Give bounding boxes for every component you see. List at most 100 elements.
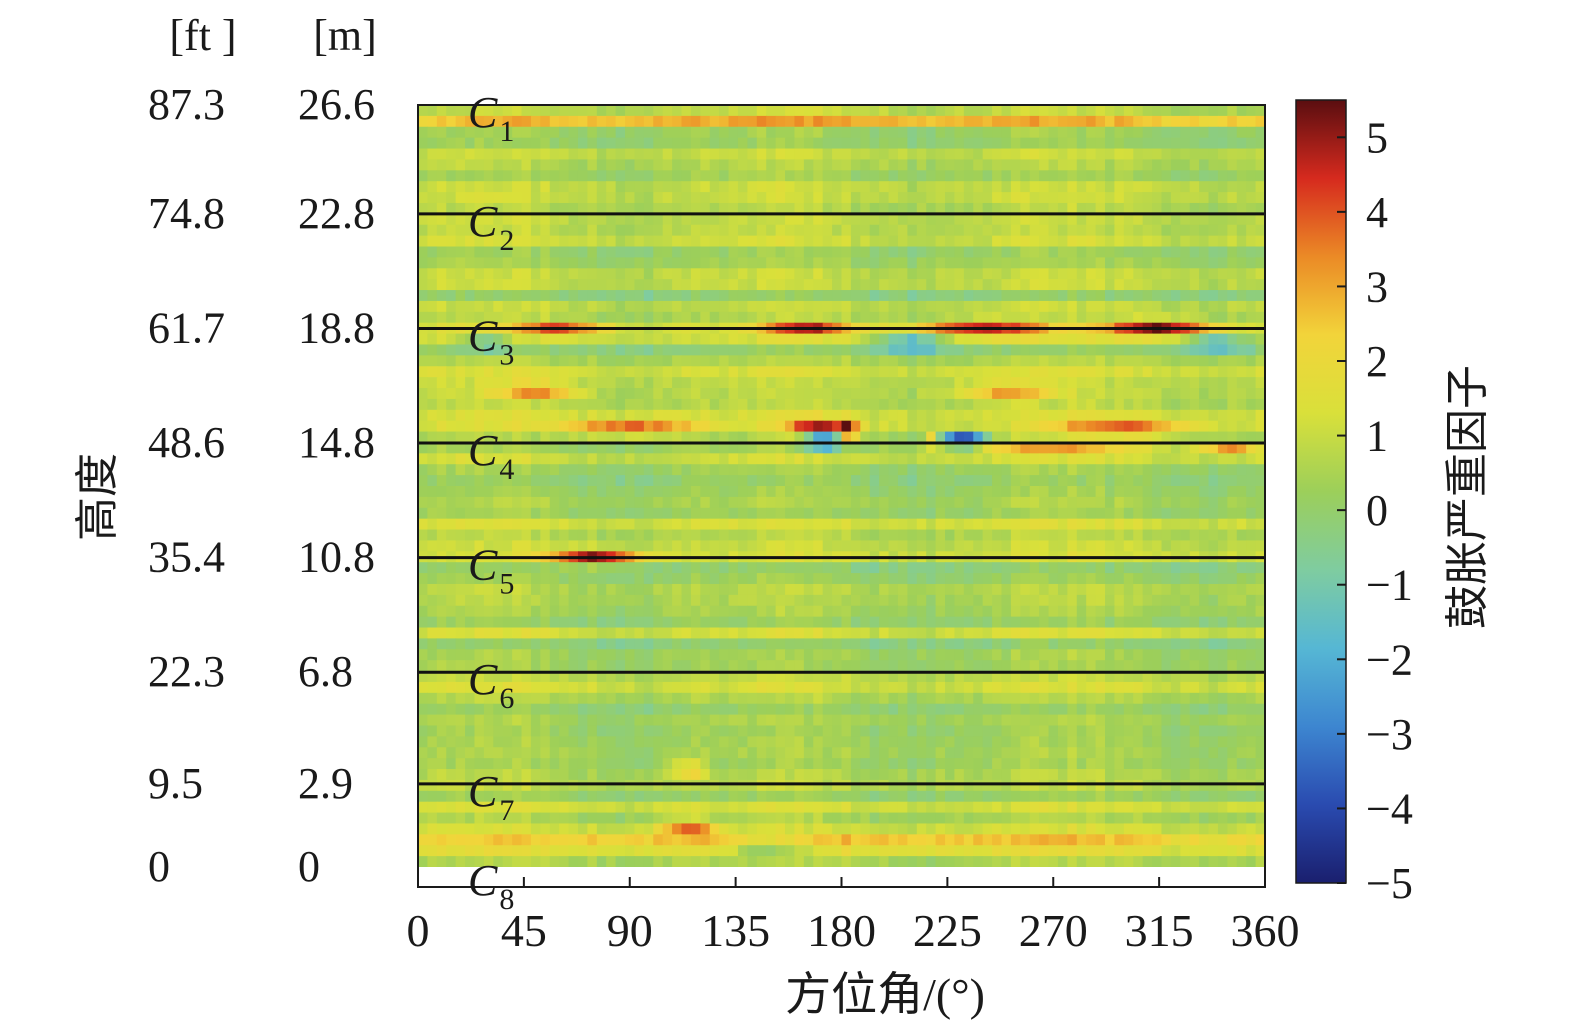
heatmap-cell: [973, 529, 984, 542]
heatmap-cell: [803, 605, 814, 618]
heatmap-cell: [1133, 475, 1144, 487]
heatmap-cell: [832, 616, 843, 629]
heatmap-cell: [690, 703, 701, 716]
heatmap-cell: [1010, 268, 1021, 280]
heatmap-cell: [672, 159, 683, 171]
heatmap-cell: [587, 192, 598, 204]
heatmap-cell: [446, 300, 457, 313]
heatmap-cell: [512, 464, 523, 476]
heatmap-cell: [681, 235, 692, 248]
heatmap-cell: [634, 398, 645, 411]
heatmap-cell: [1189, 257, 1200, 269]
heatmap-cell: [436, 170, 447, 182]
heatmap-cell: [653, 627, 664, 639]
heatmap-cell: [709, 366, 720, 378]
heatmap-cell: [879, 257, 890, 269]
heatmap-cell: [1199, 583, 1210, 596]
heatmap-cell: [512, 268, 523, 280]
heatmap-cell: [785, 496, 796, 509]
heatmap-cell: [1086, 290, 1097, 302]
heatmap-cell: [907, 605, 918, 618]
heatmap-cell: [512, 377, 523, 389]
heatmap-cell: [841, 344, 852, 356]
heatmap-cell: [728, 529, 739, 542]
heatmap-cell: [1170, 235, 1181, 248]
heatmap-cell: [1170, 431, 1181, 444]
heatmap-cell: [888, 344, 899, 356]
heatmap-cell: [756, 224, 767, 237]
heatmap-cell: [963, 388, 974, 400]
heatmap-cell: [1208, 159, 1219, 171]
heatmap-cell: [1217, 300, 1228, 313]
heatmap-cell: [587, 257, 598, 269]
heatmap-cell: [1142, 671, 1153, 683]
heatmap-cell: [822, 594, 833, 607]
heatmap-cell: [418, 431, 429, 444]
heatmap-cell: [728, 268, 739, 280]
heatmap-cell: [474, 442, 485, 454]
heatmap-cell: [1029, 170, 1040, 182]
heatmap-cell: [737, 660, 748, 672]
heatmap-cell: [568, 540, 579, 552]
heatmap-cell: [803, 148, 814, 161]
heatmap-cell: [1133, 126, 1144, 139]
heatmap-cell: [897, 627, 908, 639]
heatmap-cell: [568, 311, 579, 324]
heatmap-cell: [1029, 192, 1040, 204]
heatmap-cell: [672, 366, 683, 378]
heatmap-cell: [530, 616, 541, 629]
heatmap-cell: [568, 681, 579, 694]
heatmap-cell: [1123, 431, 1134, 444]
heatmap-cell: [690, 115, 701, 128]
heatmap-cell: [1086, 442, 1097, 454]
heatmap-cell: [1048, 464, 1059, 476]
heatmap-cell: [954, 692, 965, 705]
heatmap-cell: [935, 377, 946, 389]
heatmap-cell: [1095, 594, 1106, 607]
heatmap-cell: [785, 257, 796, 269]
heatmap-cell: [643, 616, 654, 629]
heatmap-cell: [1217, 638, 1228, 650]
heatmap-cell: [559, 311, 570, 324]
heatmap-cell: [719, 213, 730, 226]
heatmap-cell: [606, 279, 617, 291]
heatmap-cell: [587, 311, 598, 324]
heatmap-cell: [1255, 300, 1266, 313]
heatmap-cell: [427, 170, 438, 182]
heatmap-cell: [493, 605, 504, 618]
heatmap-cell: [643, 529, 654, 542]
heatmap-cell: [643, 159, 654, 171]
heatmap-cell: [465, 518, 476, 531]
heatmap-cell: [803, 246, 814, 258]
heatmap-cell: [512, 388, 523, 400]
heatmap-cell: [474, 681, 485, 694]
heatmap-cell: [747, 507, 758, 520]
heatmap-cell: [530, 377, 541, 389]
heatmap-cell: [1236, 344, 1247, 356]
heatmap-cell: [897, 344, 908, 356]
heatmap-cell: [1048, 170, 1059, 182]
heatmap-cell: [822, 486, 833, 498]
heatmap-cell: [982, 442, 993, 454]
heatmap-cell: [1001, 638, 1012, 650]
heatmap-cell: [643, 627, 654, 639]
heatmap-cell: [1114, 638, 1125, 650]
heatmap-cell: [1208, 671, 1219, 683]
heatmap-cell: [1133, 583, 1144, 596]
heatmap-cell: [1020, 181, 1031, 193]
heatmap-cell: [672, 573, 683, 585]
heatmap-cell: [418, 105, 429, 117]
heatmap-cell: [926, 453, 937, 465]
heatmap-cell: [1057, 671, 1068, 683]
heatmap-cell: [1076, 290, 1087, 302]
heatmap-cell: [418, 638, 429, 650]
heatmap-cell: [568, 660, 579, 672]
heatmap-cell: [1133, 246, 1144, 258]
heatmap-cell: [879, 409, 890, 422]
heatmap-cell: [502, 638, 513, 650]
heatmap-cell: [577, 671, 588, 683]
heatmap-cell: [1255, 507, 1266, 520]
heatmap-cell: [1086, 660, 1097, 672]
heatmap-cell: [1067, 692, 1078, 705]
heatmap-cell: [502, 377, 513, 389]
